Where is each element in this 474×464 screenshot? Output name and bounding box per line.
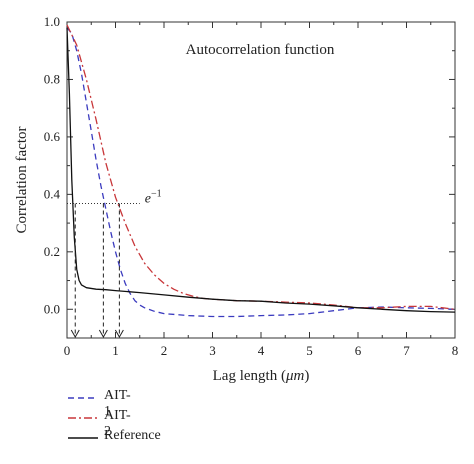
threshold-layer: e−1 [67, 189, 162, 339]
x-tick-label: 2 [161, 343, 168, 358]
y-tick-label: 0.2 [44, 244, 60, 259]
x-tick-labels: 0 1 2 3 4 5 6 7 8 [64, 343, 459, 358]
legend-label-ait-1: AIT-1 [104, 388, 131, 419]
y-tick-labels: 0.0 0.2 0.4 0.6 0.8 1.0 [44, 14, 61, 316]
x-tick-label: 7 [403, 343, 410, 358]
threshold-label-base: e [145, 192, 151, 207]
x-axis-unit-open: ( [281, 368, 286, 384]
legend-swatch-ait-1 [68, 397, 98, 399]
legend-label-ait-2: AIT-2 [104, 408, 131, 439]
y-tick-label: 0.0 [44, 301, 60, 316]
series-line-ait-1 [66, 27, 456, 318]
y-tick-label: 0.4 [44, 186, 61, 201]
x-tick-label: 5 [306, 343, 313, 358]
x-tick-label: 0 [64, 343, 71, 358]
x-axis-unit-close: ) [304, 368, 309, 384]
x-axis-label-text: Lag length [213, 368, 278, 384]
drop-arrow-head [98, 329, 108, 339]
threshold-label-exponent: −1 [151, 189, 162, 200]
x-axis-label: Lag length (μm) [213, 368, 310, 384]
x-axis-unit: μm [285, 368, 305, 384]
y-tick-label: 1.0 [44, 14, 60, 29]
x-tick-label: 1 [112, 343, 119, 358]
x-tick-label: 8 [452, 343, 459, 358]
chart-title: Autocorrelation function [186, 42, 335, 58]
tick-marks [66, 21, 456, 339]
x-tick-label: 4 [258, 343, 265, 358]
y-tick-label: 0.6 [44, 129, 61, 144]
legend-label-reference: Reference [104, 428, 161, 443]
legend-swatch-ait-2 [68, 417, 98, 419]
threshold-label: e−1 [145, 189, 162, 207]
legend-swatch-reference [68, 437, 98, 439]
series-line-ait-2 [66, 24, 456, 310]
plot-area: 0 1 2 3 4 5 6 7 8 0.0 0.2 0.4 0.6 0.8 1.0 e−1 Autocor… [44, 14, 459, 358]
y-tick-label: 0.8 [44, 71, 60, 86]
plot-frame [66, 21, 456, 339]
series-line-reference [66, 27, 456, 313]
y-axis-label: Correlation factor [14, 126, 30, 233]
drop-arrow-head [70, 329, 80, 339]
drop-arrow-head [114, 329, 124, 339]
series-layer [66, 24, 456, 318]
x-tick-label: 3 [209, 343, 216, 358]
x-tick-label: 6 [355, 343, 362, 358]
